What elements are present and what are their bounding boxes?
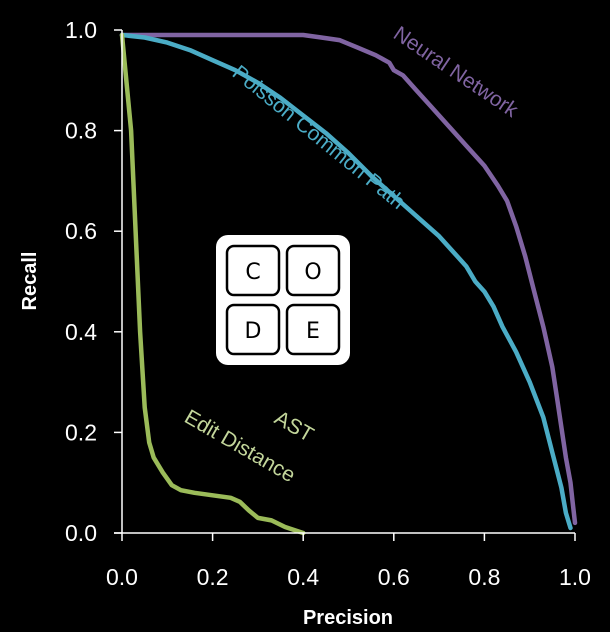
x-tick-label: 0.4 (287, 564, 319, 590)
poisson-common-path-line (119, 32, 573, 531)
logo-cell-o (285, 244, 341, 297)
code-logo: C O D E (216, 235, 350, 365)
logo-letter-d: D (245, 319, 262, 344)
x-tick-label: 1.0 (559, 564, 591, 590)
y-tick-label: 0.0 (65, 520, 97, 546)
axes: 0.0 0.2 0.4 0.6 0.8 1.0 0.0 0.2 0.4 0.6 0.8 1.0 (65, 17, 591, 590)
x-tick-label: 0.0 (106, 564, 138, 590)
poisson-common-path-label: Poisson Common Path (228, 61, 409, 214)
logo-cell-e (285, 303, 341, 356)
x-tick-label: 0.6 (378, 564, 410, 590)
ast-label: AST (271, 406, 318, 446)
ast-edit-distance-line (119, 32, 306, 536)
logo-letter-e: E (306, 319, 320, 344)
logo-letter-o: O (304, 260, 321, 285)
y-tick-label: 0.4 (65, 319, 97, 345)
neural-network-line (119, 32, 578, 526)
plot-area: 0.0 0.2 0.4 0.6 0.8 1.0 0.0 0.2 0.4 0.6 0.8 1.0 Pr… (19, 17, 591, 629)
y-ticks: 0.0 0.2 0.4 0.6 0.8 1.0 (65, 17, 122, 546)
logo-cell-d (225, 303, 281, 356)
series-lines (119, 32, 578, 536)
x-tick-label: 0.2 (197, 564, 229, 590)
x-ticks: 0.0 0.2 0.4 0.6 0.8 1.0 (106, 533, 591, 590)
y-tick-label: 1.0 (65, 17, 97, 43)
logo-letter-c: C (245, 260, 260, 285)
logo-cell-c (225, 244, 281, 297)
logo-background (216, 235, 350, 365)
x-tick-label: 0.8 (468, 564, 500, 590)
y-tick-label: 0.6 (65, 218, 97, 244)
y-tick-label: 0.8 (65, 118, 97, 144)
y-axis-title: Recall (19, 252, 41, 311)
y-tick-label: 0.2 (65, 419, 97, 445)
neural-network-label: Neural Network (389, 22, 522, 122)
x-axis-title: Precision (303, 607, 393, 629)
